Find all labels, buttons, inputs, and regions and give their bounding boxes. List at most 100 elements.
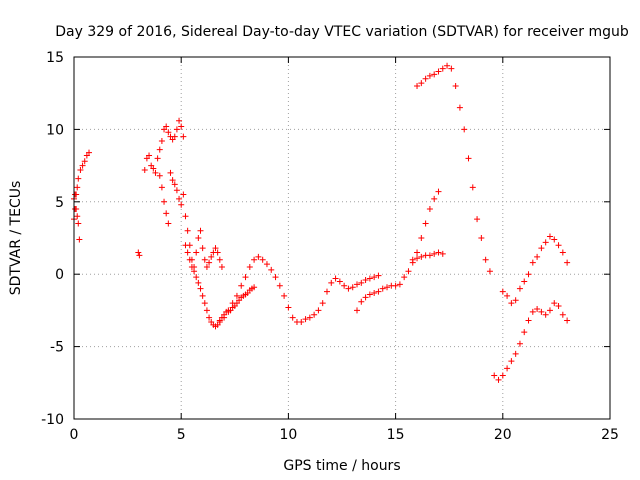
chart-title: Day 329 of 2016, Sidereal Day-to-day VTE… [55,24,629,40]
data-point [203,263,210,270]
data-point [233,292,240,299]
y-tick-label: -5 [50,340,64,356]
data-point [418,235,425,241]
data-point [141,166,148,173]
data-point [426,252,433,259]
data-point [469,184,476,191]
data-point [268,266,275,273]
data-point [401,274,408,281]
data-point [478,235,485,241]
data-point [156,172,163,179]
data-point [371,274,378,281]
data-point [456,104,463,111]
data-point [538,245,545,252]
data-point [173,187,180,194]
data-point [285,304,292,311]
data-point [195,279,202,286]
data-point [184,227,191,234]
x-tick-label: 15 [387,427,405,443]
data-point [302,316,309,323]
data-point [201,256,208,263]
data-point [362,294,369,301]
data-point [529,308,536,315]
data-series [71,62,571,383]
data-point [499,288,506,295]
data-point [161,198,168,205]
data-point [218,263,225,270]
data-point [165,129,172,136]
data-point [225,307,232,314]
data-point [422,75,429,82]
data-point [74,184,81,191]
data-point [167,169,174,176]
data-point [422,220,429,227]
data-point [180,191,187,198]
data-point [182,242,189,249]
data-point [173,126,180,133]
data-point [193,274,200,281]
data-point [72,191,79,198]
data-point [371,290,378,297]
data-point [186,256,193,263]
data-point [525,317,532,324]
data-point [255,253,262,260]
data-point [379,285,386,292]
data-point [431,250,438,257]
data-point [358,279,365,286]
data-point [154,155,161,162]
data-point [426,206,433,213]
data-point [311,311,318,318]
data-point [512,297,519,304]
ticks [73,56,611,420]
data-point [184,249,191,256]
data-point [216,318,223,325]
data-point [246,263,253,270]
data-point [534,253,541,260]
data-point [328,279,335,286]
data-point [341,282,348,289]
y-axis-label: SDTVAR / TECUs [8,181,24,296]
data-point [263,261,270,268]
series-late-flat [409,249,446,263]
data-point [199,245,206,252]
data-point [349,284,356,291]
data-point [375,272,382,279]
series-decline [182,242,258,330]
series-evening-high [499,233,571,307]
data-point [77,166,84,173]
series-morning-b [156,169,225,270]
data-point [251,256,258,263]
data-point [559,311,566,318]
data-point [375,288,382,295]
data-point [551,236,558,243]
data-point [521,329,528,336]
data-point [242,274,249,281]
data-point [165,220,172,227]
data-point [396,281,403,288]
data-point [474,216,481,223]
data-point [414,249,421,256]
data-point [319,300,326,307]
data-point [163,210,170,217]
data-point [199,292,206,299]
data-point [206,259,213,266]
data-point [555,303,562,310]
data-point [86,149,93,156]
data-point [188,263,195,270]
plot-frame [73,56,611,420]
data-point [212,245,219,252]
data-point [461,126,468,133]
x-tick-label: 25 [601,427,619,443]
y-tick-label: 5 [55,195,64,211]
data-point [409,256,416,263]
data-point [418,80,425,87]
y-tick-label: 10 [46,122,64,138]
data-point [146,152,153,159]
x-tick-label: 20 [494,427,512,443]
data-point [195,235,202,241]
series-early-2 [71,191,83,243]
data-point [482,256,489,263]
data-point [208,253,215,260]
series-bump [216,253,382,325]
